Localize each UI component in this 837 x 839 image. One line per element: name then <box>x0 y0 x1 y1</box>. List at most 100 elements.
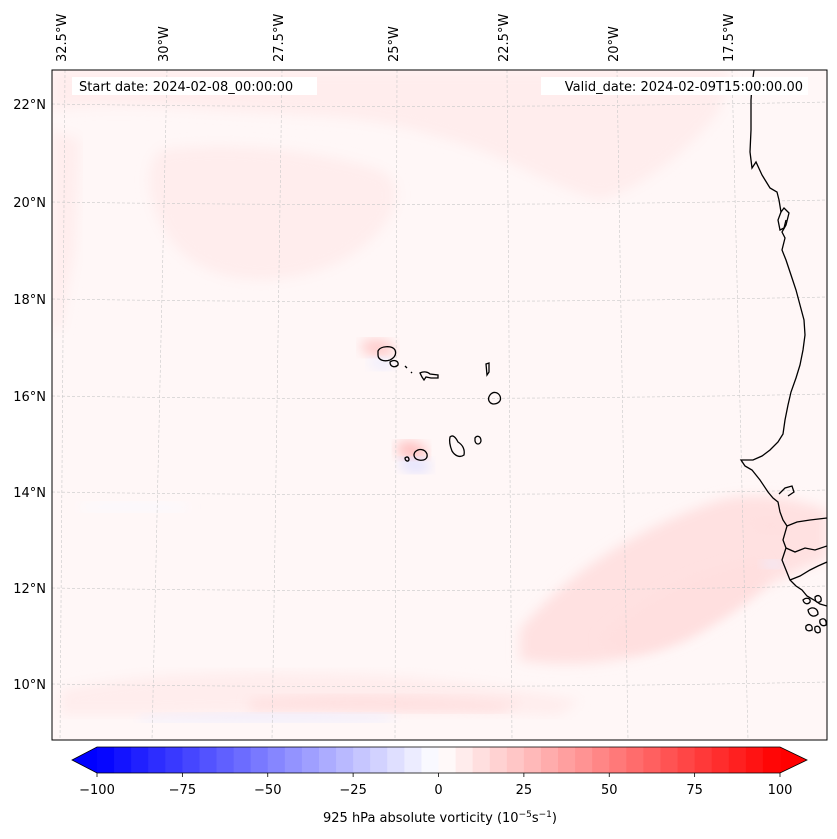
graticule <box>52 70 827 740</box>
island-maio <box>474 435 482 445</box>
africa-coastline <box>739 70 827 607</box>
dakhla-peninsula <box>777 211 787 231</box>
meridian-gridline <box>616 70 629 740</box>
latitude-tick-label: 18°N <box>13 293 46 308</box>
longitude-tick-label: 30°W <box>157 26 172 62</box>
latitude-labels: 22°N 20°N 18°N 16°N 14°N 12°N 10°N <box>13 98 46 693</box>
latitude-tick-label: 20°N <box>13 196 46 211</box>
valid-date-box <box>541 77 808 95</box>
colorbar-segment <box>626 747 644 773</box>
gambia-coastline <box>786 517 827 527</box>
parallel-gridline <box>52 585 827 591</box>
island-santiago <box>448 435 465 458</box>
colorbar-segment <box>762 747 781 773</box>
parallel-gridline <box>52 199 827 205</box>
start-date-label: Start date: 2024-02-08_00:00:00 <box>79 80 293 95</box>
colorbar-segment <box>97 747 115 773</box>
longitude-tick-label: 20°W <box>607 26 622 62</box>
island-brava <box>404 456 410 462</box>
colorbar-segment <box>506 747 525 773</box>
colorbar-label-mid: s <box>532 811 539 826</box>
map-frame <box>51 69 828 741</box>
meridian-gridline <box>151 70 168 740</box>
positive-patch-central-north <box>149 146 397 280</box>
bijagos-islands <box>802 594 827 634</box>
parallel-gridline <box>52 393 827 399</box>
colorbar-segment <box>182 747 201 773</box>
colorbar-tick-label: 25 <box>516 783 533 798</box>
colorbar-label: 925 hPa absolute vorticity (10−5s−1) <box>323 810 557 826</box>
island-raso <box>410 371 413 374</box>
positive-band-southeast <box>520 495 827 664</box>
longitude-tick-label: 25°W <box>387 26 402 62</box>
latitude-tick-label: 10°N <box>13 678 46 693</box>
colorbar-label-exp1: −5 <box>519 810 532 820</box>
parallel-gridline <box>52 489 827 495</box>
guinea-bissau-coastline <box>789 561 827 581</box>
colorbar-segment <box>370 747 388 773</box>
colorbar-segment <box>148 747 166 773</box>
colorbar-segment <box>728 747 747 773</box>
colorbar-segment <box>199 747 218 773</box>
colorbar-segment <box>592 747 610 773</box>
colorbar-segment <box>336 747 354 773</box>
longitude-tick-label: 32.5°W <box>55 14 70 62</box>
colorbar-tick-label: 50 <box>601 783 618 798</box>
colorbar-segment <box>575 747 593 773</box>
colorbar-segment <box>301 747 320 773</box>
colorbar-label-exp2: −1 <box>539 810 552 820</box>
meridian-gridline <box>506 70 513 740</box>
meridian-gridline <box>271 70 283 740</box>
coastlines <box>377 70 827 634</box>
colorbar-tick-label: −50 <box>254 783 281 798</box>
colorbar-segment <box>267 747 286 773</box>
parallel-gridline <box>52 681 827 687</box>
colorbar-tick-label: 75 <box>686 783 703 798</box>
colorbar-segment <box>114 747 132 773</box>
colorbar-segment <box>438 747 457 773</box>
colorbar-segment <box>472 747 491 773</box>
senegal-river-estuary <box>778 485 795 497</box>
island-sao-nicolau <box>419 371 439 382</box>
colorbar-extend-min <box>72 747 97 773</box>
valid-date-label: Valid_date: 2024-02-09T15:00:00.00 <box>565 80 803 95</box>
negative-strip-west <box>80 502 190 512</box>
casamance-coastline <box>785 545 827 553</box>
island-sal <box>485 362 490 377</box>
colorbar-segment <box>404 747 423 773</box>
island-sao-vicente <box>389 359 399 368</box>
longitude-tick-label: 27.5°W <box>272 14 287 62</box>
positive-lee-santo-antao <box>360 339 396 357</box>
longitude-labels: 32.5°W 30°W 27.5°W 25°W 22.5°W 20°W 17.5°W <box>55 14 737 62</box>
colorbar-segment <box>284 747 303 773</box>
colorbar-label-main: 925 hPa absolute vorticity (10 <box>323 811 519 826</box>
colorbar-tick-label: −25 <box>339 783 366 798</box>
island-santo-antao <box>377 346 397 362</box>
colorbar-segment <box>694 747 713 773</box>
island-boa-vista <box>487 391 502 405</box>
meridian-gridline <box>394 70 398 740</box>
vorticity-field <box>52 70 827 722</box>
colorbar-tick-label: −100 <box>79 783 115 798</box>
colorbar-segment <box>233 747 252 773</box>
positive-band-southeast-core <box>600 560 766 651</box>
meridian-gridline <box>59 70 66 740</box>
map-area <box>52 70 827 740</box>
negative-coast-guinea <box>760 559 786 569</box>
colorbar-segment <box>216 747 235 773</box>
latitude-tick-label: 14°N <box>13 486 46 501</box>
colorbar-segment <box>318 747 337 773</box>
positive-band-south-core <box>250 695 520 712</box>
positive-coast-senegal <box>752 518 790 533</box>
parallel-gridline <box>52 101 827 107</box>
colorbar-segment <box>421 747 440 773</box>
colorbar-segment <box>711 747 730 773</box>
latitude-tick-label: 16°N <box>13 390 46 405</box>
positive-lee-fogo <box>395 441 428 460</box>
colorbar-tick-label: 0 <box>434 783 442 798</box>
colorbar-segment <box>660 747 679 773</box>
colorbar-segment <box>165 747 183 773</box>
colorbar-segment <box>250 747 269 773</box>
colorbar-segment <box>540 747 559 773</box>
